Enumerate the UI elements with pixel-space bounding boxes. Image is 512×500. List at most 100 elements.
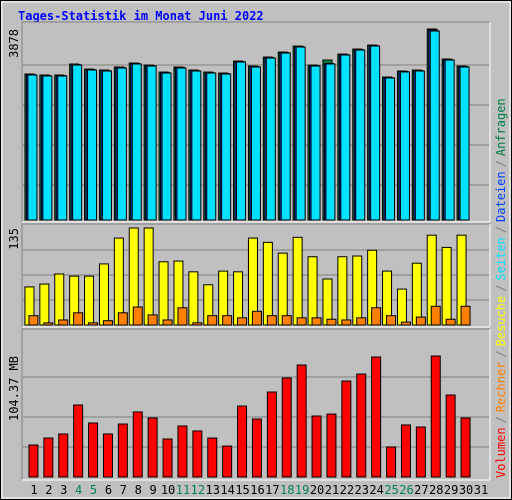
bar — [28, 444, 39, 478]
bar — [296, 317, 307, 326]
bar — [221, 73, 232, 221]
legend-entry: Anfragen — [494, 98, 508, 156]
bar — [441, 246, 452, 326]
legend-separator: / — [494, 160, 508, 167]
bar — [28, 315, 39, 326]
legend-separator: / — [494, 226, 508, 233]
bar — [58, 433, 69, 478]
legend-entry: Seiten — [494, 237, 508, 280]
bar — [98, 263, 109, 326]
bar — [87, 69, 98, 221]
bar — [415, 316, 426, 326]
x-tick-label: 9 — [150, 483, 157, 497]
bar — [236, 61, 247, 221]
bar — [54, 273, 65, 326]
bar — [341, 319, 352, 326]
bar — [459, 66, 470, 221]
x-tick-label: 1 — [30, 483, 37, 497]
bar — [207, 437, 218, 478]
bar — [371, 356, 382, 478]
bar — [265, 57, 276, 221]
bar — [385, 77, 396, 221]
x-tick-label: 8 — [135, 483, 142, 497]
bar — [57, 75, 68, 221]
bar — [326, 318, 337, 326]
x-tick-label: 20 — [310, 483, 324, 497]
legend-entry: Dateien — [494, 171, 508, 222]
x-tick-label: 5 — [90, 483, 97, 497]
bar — [352, 255, 363, 326]
legend-separator: / — [494, 285, 508, 292]
bar — [370, 45, 381, 221]
bar — [307, 256, 318, 326]
x-tick-label: 18 — [280, 483, 294, 497]
bar — [295, 46, 306, 221]
x-tick-label: 30 — [459, 483, 473, 497]
bar — [445, 318, 456, 326]
x-tick-label: 16 — [250, 483, 264, 497]
bar — [116, 67, 127, 221]
bar — [296, 364, 307, 478]
bar — [356, 317, 367, 326]
bar — [355, 49, 366, 221]
bar — [400, 321, 411, 326]
x-tick-label: 17 — [265, 483, 279, 497]
x-tick-label: 26 — [399, 483, 413, 497]
bar — [27, 74, 38, 221]
legend-entry: Besuche — [494, 296, 508, 347]
x-tick-label: 12 — [191, 483, 205, 497]
x-tick-label: 24 — [369, 483, 383, 497]
bar — [162, 319, 173, 326]
bar — [117, 312, 128, 326]
bar — [310, 65, 321, 221]
bar — [132, 306, 143, 326]
bar — [84, 275, 95, 326]
bar — [399, 71, 410, 221]
bar — [147, 314, 158, 326]
bar — [42, 75, 53, 221]
bar — [191, 70, 202, 221]
bar — [158, 261, 169, 326]
bar — [176, 67, 187, 221]
y-tick-label: 135 — [7, 228, 21, 250]
x-tick-label: 19 — [295, 483, 309, 497]
y-tick-label: 104.37 MB — [7, 356, 21, 421]
legend-separator: / — [494, 350, 508, 357]
x-tick-label: 13 — [206, 483, 220, 497]
bar — [444, 59, 455, 221]
bar — [73, 312, 84, 326]
bar — [132, 411, 143, 478]
bar — [39, 283, 50, 326]
x-tick-label: 15 — [235, 483, 249, 497]
bar — [147, 417, 158, 478]
bar — [262, 241, 273, 326]
bar — [400, 424, 411, 478]
bar — [113, 237, 124, 326]
legend-entry: Volumen — [494, 427, 508, 478]
bar — [429, 30, 440, 221]
legend: Volumen / Rechner / Besuche / Seiten / Dateien / A… — [494, 98, 508, 478]
x-tick-label: 29 — [444, 483, 458, 497]
bar — [371, 307, 382, 326]
bar — [43, 322, 54, 326]
bar — [281, 377, 292, 478]
bar — [280, 52, 291, 221]
bar — [192, 322, 203, 326]
bar — [460, 305, 471, 326]
x-tick-label: 21 — [325, 483, 339, 497]
x-tick-label: 23 — [355, 483, 369, 497]
bar — [341, 380, 352, 478]
bar — [73, 404, 84, 478]
bar — [146, 65, 157, 221]
bar — [88, 322, 99, 326]
legend-entry: Rechner — [494, 362, 508, 413]
x-tick-label: 10 — [161, 483, 175, 497]
bar — [207, 315, 218, 326]
bar — [161, 72, 172, 221]
bar — [337, 256, 348, 326]
bar — [414, 70, 425, 221]
bar — [162, 438, 173, 478]
bar — [445, 394, 456, 478]
bar — [206, 72, 217, 221]
